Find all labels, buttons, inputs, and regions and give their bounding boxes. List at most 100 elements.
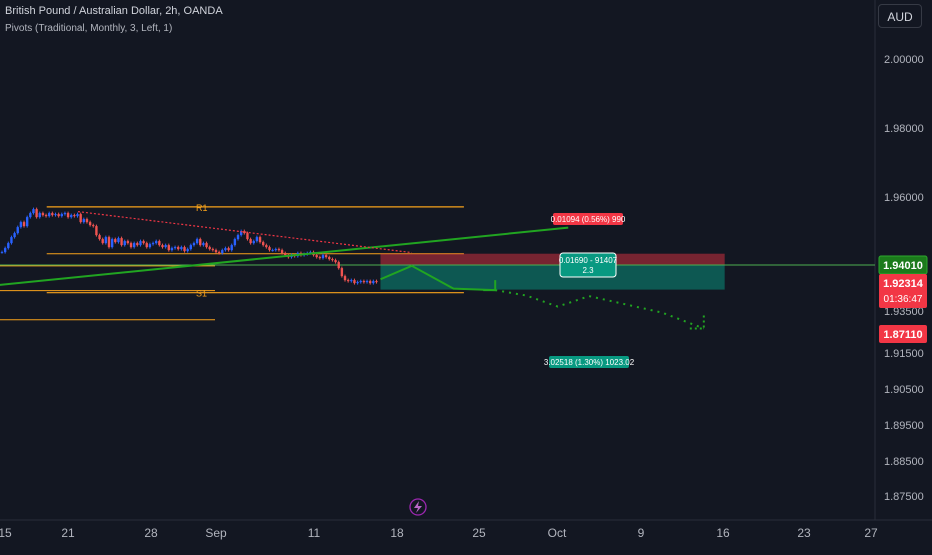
candle-body — [318, 257, 322, 259]
candle-body — [246, 233, 249, 240]
candle-body — [255, 237, 259, 242]
candle-body — [73, 215, 76, 217]
x-tick-label: Oct — [548, 526, 567, 540]
candle-body — [177, 247, 180, 250]
y-tick-label: 2.00000 — [884, 54, 924, 66]
candle-body — [252, 241, 255, 244]
candle-body — [57, 214, 60, 217]
candle-body — [7, 243, 10, 249]
candle-body — [280, 250, 284, 254]
candle-body — [372, 281, 375, 284]
stop-loss-zone — [380, 253, 725, 265]
chart-title: British Pound / Australian Dollar, 2h, O… — [5, 5, 223, 17]
candle-body — [365, 281, 369, 283]
last-price-label-bg — [879, 273, 927, 308]
candle-body — [10, 237, 13, 244]
target-label-text: 3.02518 (1.30%) 1023.02 — [544, 358, 635, 367]
x-tick-label: 21 — [61, 526, 75, 540]
candle-body — [230, 245, 233, 251]
x-tick-label: 27 — [864, 526, 878, 540]
candle-body — [95, 226, 98, 236]
candle-body — [32, 209, 35, 214]
candle-body — [35, 209, 38, 218]
candle-body — [161, 245, 164, 248]
candle-body — [268, 247, 271, 251]
candle-body — [136, 243, 139, 246]
candle-body — [331, 259, 334, 261]
lightning-icon — [409, 498, 427, 516]
candle-body — [114, 239, 117, 243]
candle-body — [38, 213, 41, 218]
candle-body — [362, 281, 366, 283]
candle-body — [158, 241, 161, 246]
candle-body — [214, 250, 218, 253]
candle-body — [340, 268, 344, 277]
candle-body — [227, 248, 230, 251]
target-price-label-bg — [879, 325, 927, 343]
y-tick-label: 1.96000 — [884, 192, 924, 204]
candle-body — [101, 239, 104, 244]
candle-body — [123, 241, 126, 246]
candle-body — [368, 281, 372, 284]
candle-body — [66, 213, 70, 218]
candle-body — [104, 237, 108, 244]
pivot-r1-label: R1 — [196, 203, 208, 213]
candle-body — [350, 280, 353, 282]
lightning-bolt — [414, 501, 422, 513]
candle-body — [359, 281, 362, 283]
candle-body — [375, 281, 378, 283]
candle-body — [82, 219, 86, 223]
candle-body — [142, 241, 145, 244]
candle-body — [63, 213, 67, 215]
x-tick-label: 25 — [472, 526, 486, 540]
candle-body — [79, 214, 82, 223]
candle-body — [205, 243, 208, 248]
candle-body — [22, 222, 26, 227]
candle-body — [107, 237, 111, 248]
x-tick-label: 16 — [716, 526, 730, 540]
candle-body — [192, 243, 196, 246]
candle-body — [148, 244, 152, 248]
candle-body — [315, 255, 318, 258]
candle-body — [139, 241, 142, 246]
candle-body — [167, 245, 170, 251]
candle-body — [189, 245, 193, 250]
projection-path — [380, 264, 496, 292]
x-tick-label: 28 — [144, 526, 158, 540]
candle-body — [261, 242, 265, 246]
candle-body — [180, 247, 183, 250]
candle-body — [199, 239, 202, 246]
candle-body — [284, 253, 287, 256]
currency-button[interactable]: AUD — [878, 4, 922, 28]
candle-body — [221, 250, 224, 254]
x-tick-label: 15 — [0, 526, 12, 540]
candle-body — [145, 243, 148, 248]
candle-body — [356, 282, 359, 284]
y-tick-label: 1.89500 — [884, 420, 924, 432]
x-tick-label: Sep — [205, 526, 227, 540]
candle-body — [151, 243, 155, 245]
indicator-legend: Pivots (Traditional, Monthly, 3, Left, 1… — [5, 23, 173, 34]
candle-body — [88, 222, 92, 226]
candle-body — [202, 243, 205, 246]
last-price-label-text: 1.92314 — [883, 278, 924, 290]
candle-body — [208, 247, 211, 250]
candle-body — [211, 249, 215, 251]
candle-body — [54, 214, 57, 216]
center-label-box — [559, 252, 617, 278]
candle-body — [249, 239, 252, 244]
candle-body — [324, 255, 328, 258]
candle-body — [343, 276, 347, 281]
candle-body — [173, 247, 177, 249]
target-label-bg — [549, 356, 629, 368]
candle-body — [70, 215, 73, 218]
candle-body — [85, 219, 89, 223]
pivot-s1-label: S1 — [196, 289, 207, 299]
candle-body — [195, 239, 199, 244]
rising-trendline — [0, 226, 569, 286]
candle-body — [265, 245, 268, 248]
candle-body — [277, 249, 281, 251]
candle-body — [51, 213, 54, 216]
